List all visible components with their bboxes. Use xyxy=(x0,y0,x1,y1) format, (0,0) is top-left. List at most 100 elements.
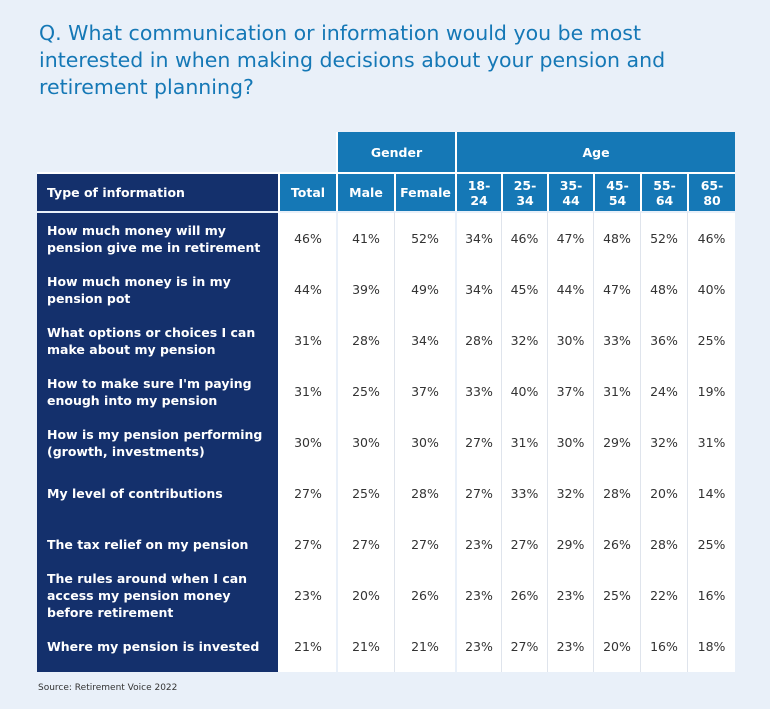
table-row: How to make sure I'm paying enough into … xyxy=(37,366,736,417)
cell-total: 46% xyxy=(278,211,336,264)
cell-total: 23% xyxy=(278,570,336,621)
cell-age-55-64: 28% xyxy=(640,519,688,570)
cell-female: 27% xyxy=(394,519,456,570)
column-header-age-45-54: 45- 54 xyxy=(593,172,641,211)
cell-male: 30% xyxy=(336,417,394,468)
cell-male: 39% xyxy=(336,264,394,315)
age-label-top: 45- xyxy=(606,177,629,193)
age-label-top: 35- xyxy=(559,177,583,193)
column-header-age-35-44: 35- 44 xyxy=(547,172,594,211)
cell-male: 20% xyxy=(336,570,394,621)
cell-age-55-64: 20% xyxy=(640,468,688,519)
cell-age-18-24: 28% xyxy=(455,315,502,366)
cell-age-25-34: 32% xyxy=(501,315,548,366)
cell-age-25-34: 27% xyxy=(501,621,548,672)
cell-female: 26% xyxy=(394,570,456,621)
cell-female: 30% xyxy=(394,417,456,468)
cell-total: 44% xyxy=(278,264,336,315)
cell-age-18-24: 23% xyxy=(455,519,502,570)
group-header-blank xyxy=(37,132,336,172)
cell-age-55-64: 48% xyxy=(640,264,688,315)
table-row: The rules around when I can access my pe… xyxy=(37,570,736,621)
gender-group-header: Gender xyxy=(336,132,456,172)
table-row: How much money will my pension give me i… xyxy=(37,211,736,264)
cell-age-45-54: 25% xyxy=(593,570,641,621)
age-label-top: 18- xyxy=(467,177,491,193)
cell-age-18-24: 23% xyxy=(455,570,502,621)
cell-age-45-54: 33% xyxy=(593,315,641,366)
cell-male: 25% xyxy=(336,468,394,519)
data-table: Gender Age Type of information Total Mal… xyxy=(37,132,736,672)
age-label-bottom: 54 xyxy=(608,192,627,208)
cell-age-35-44: 32% xyxy=(547,468,594,519)
chart-title: Q. What communication or information wou… xyxy=(39,21,666,99)
cell-age-35-44: 44% xyxy=(547,264,594,315)
column-header-age-18-24: 18- 24 xyxy=(455,172,502,211)
cell-total: 31% xyxy=(278,315,336,366)
row-label: How much money will my pension give me i… xyxy=(37,211,278,264)
cell-total: 31% xyxy=(278,366,336,417)
cell-age-25-34: 27% xyxy=(501,519,548,570)
cell-age-35-44: 30% xyxy=(547,315,594,366)
cell-age-18-24: 27% xyxy=(455,468,502,519)
group-header-row: Gender Age xyxy=(37,132,736,172)
cell-total: 27% xyxy=(278,519,336,570)
cell-age-65-80: 25% xyxy=(687,315,736,366)
cell-male: 27% xyxy=(336,519,394,570)
row-label: My level of contributions xyxy=(37,468,278,519)
cell-age-18-24: 34% xyxy=(455,264,502,315)
cell-age-55-64: 22% xyxy=(640,570,688,621)
cell-age-35-44: 37% xyxy=(547,366,594,417)
column-header-total: Total xyxy=(278,172,336,211)
cell-age-18-24: 27% xyxy=(455,417,502,468)
cell-age-35-44: 23% xyxy=(547,570,594,621)
age-label-bottom: 34 xyxy=(516,192,534,208)
column-header-age-65-80: 65- 80 xyxy=(687,172,736,211)
cell-male: 25% xyxy=(336,366,394,417)
cell-age-65-80: 19% xyxy=(687,366,736,417)
row-label: Where my pension is invested xyxy=(37,621,278,672)
column-header-type: Type of information xyxy=(37,172,278,211)
cell-age-25-34: 33% xyxy=(501,468,548,519)
table-row: How much money is in my pension pot 44% 39… xyxy=(37,264,736,315)
cell-female: 52% xyxy=(394,211,456,264)
row-label: The tax relief on my pension xyxy=(37,519,278,570)
cell-age-65-80: 40% xyxy=(687,264,736,315)
cell-female: 49% xyxy=(394,264,456,315)
table-row: The tax relief on my pension 27% 27% 27% 23%… xyxy=(37,519,736,570)
table-row: How is my pension performing (growth, in… xyxy=(37,417,736,468)
cell-age-45-54: 48% xyxy=(593,211,641,264)
cell-age-25-34: 31% xyxy=(501,417,548,468)
row-label: How is my pension performing (growth, in… xyxy=(37,417,278,468)
age-label-top: 25- xyxy=(513,177,537,193)
cell-total: 30% xyxy=(278,417,336,468)
cell-age-65-80: 46% xyxy=(687,211,736,264)
cell-age-35-44: 30% xyxy=(547,417,594,468)
cell-age-65-80: 16% xyxy=(687,570,736,621)
cell-age-65-80: 25% xyxy=(687,519,736,570)
cell-age-55-64: 16% xyxy=(640,621,688,672)
table-row: Where my pension is invested 21% 21% 21% 23%… xyxy=(37,621,736,672)
cell-age-45-54: 28% xyxy=(593,468,641,519)
age-label-bottom: 64 xyxy=(655,192,674,208)
age-label-top: 55- xyxy=(653,177,676,193)
cell-female: 34% xyxy=(394,315,456,366)
column-header-age-55-64: 55- 64 xyxy=(640,172,688,211)
source-note: Source: Retirement Voice 2022 xyxy=(38,683,178,693)
cell-male: 28% xyxy=(336,315,394,366)
age-label-top: 65- xyxy=(700,177,724,193)
cell-age-25-34: 45% xyxy=(501,264,548,315)
row-label: How much money is in my pension pot xyxy=(37,264,278,315)
cell-total: 27% xyxy=(278,468,336,519)
row-label: The rules around when I can access my pe… xyxy=(37,570,278,621)
cell-age-35-44: 23% xyxy=(547,621,594,672)
cell-age-18-24: 33% xyxy=(455,366,502,417)
column-header-female: Female xyxy=(394,172,456,211)
cell-age-18-24: 34% xyxy=(455,211,502,264)
cell-female: 37% xyxy=(394,366,456,417)
table-body: How much money will my pension give me i… xyxy=(37,211,736,672)
cell-age-45-54: 47% xyxy=(593,264,641,315)
cell-age-35-44: 29% xyxy=(547,519,594,570)
age-group-header: Age xyxy=(455,132,736,172)
cell-age-25-34: 26% xyxy=(501,570,548,621)
